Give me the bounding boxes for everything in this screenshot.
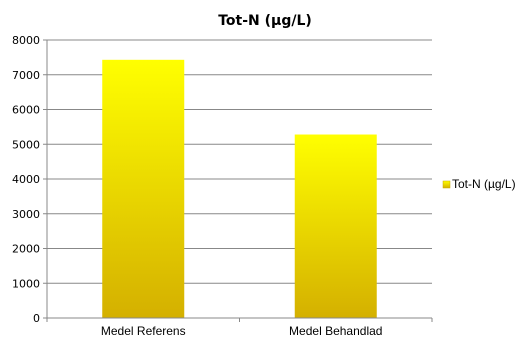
x-axis-labels: Medel Referens Medel Behandlad xyxy=(101,324,383,338)
legend-label: Tot-N (µg/L) xyxy=(452,177,516,191)
bar-medel-referens xyxy=(102,59,185,319)
y-tick-label: 7000 xyxy=(12,69,40,82)
legend-swatch xyxy=(442,180,451,189)
y-tick-label: 5000 xyxy=(12,138,40,151)
y-tick-label: 4000 xyxy=(12,173,40,186)
bar-medel-behandlad xyxy=(294,134,377,318)
x-category-label: Medel Behandlad xyxy=(289,324,382,338)
y-tick-label: 2000 xyxy=(12,243,40,256)
y-axis-ticks: 0 1000 2000 3000 4000 5000 6000 7000 8000 xyxy=(12,34,47,325)
y-tick-label: 1000 xyxy=(12,277,40,290)
y-tick-label: 6000 xyxy=(12,104,40,117)
bars xyxy=(102,59,377,319)
y-tick-label: 0 xyxy=(33,312,40,325)
y-tick-label: 8000 xyxy=(12,34,40,47)
x-category-label: Medel Referens xyxy=(101,324,186,338)
legend: Tot-N (µg/L) xyxy=(442,177,516,191)
chart-title: Tot-N (µg/L) xyxy=(218,13,312,29)
y-tick-label: 3000 xyxy=(12,208,40,221)
